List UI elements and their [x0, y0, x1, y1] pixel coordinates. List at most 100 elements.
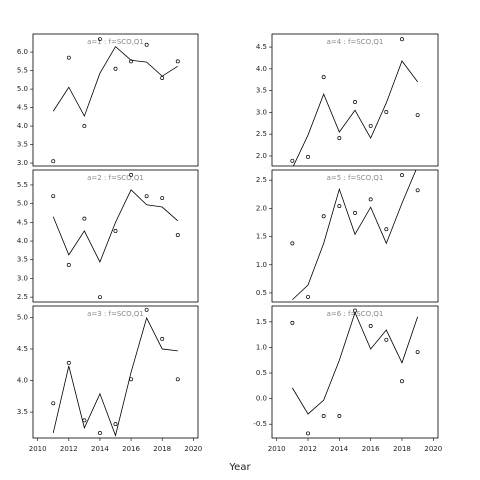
point — [129, 172, 134, 177]
y-tick-label: 2.5 — [256, 176, 267, 184]
y-tick-label: 4.0 — [256, 65, 267, 73]
y-tick-label: 1.0 — [256, 261, 267, 269]
point — [400, 379, 404, 384]
y-tick-label: 6.0 — [17, 48, 28, 56]
y-tick-label: 0.5 — [256, 289, 267, 297]
plot-area — [290, 170, 420, 301]
strip-label: a=3 : f=SCO,Q1 — [87, 310, 144, 318]
point — [175, 233, 180, 238]
y-tick-label: 1.5 — [256, 318, 267, 326]
point — [144, 307, 149, 312]
y-tick-label: 5.5 — [17, 67, 28, 75]
point — [306, 431, 310, 436]
panel-frame — [271, 305, 439, 439]
y-tick-label: 4.0 — [17, 122, 28, 130]
line — [292, 60, 418, 166]
point — [337, 414, 342, 418]
plot-area — [51, 172, 180, 300]
point — [306, 294, 310, 299]
point — [97, 37, 102, 42]
point — [175, 377, 180, 382]
strip-label: a=4 : f=SCO,Q1 — [327, 38, 384, 46]
y-tick-label: 2.0 — [256, 204, 267, 212]
point — [384, 337, 389, 342]
y-tick-label: -0.5 — [253, 420, 267, 428]
point — [290, 158, 295, 163]
point — [144, 194, 149, 199]
y-tick-label: 3.0 — [17, 274, 28, 282]
y-tick-label: 4.0 — [17, 237, 28, 245]
plot-area — [290, 308, 420, 436]
point — [113, 66, 118, 71]
y-tick-label: 1.5 — [256, 233, 267, 241]
x-tick-label: 2012 — [60, 445, 78, 453]
point — [353, 100, 357, 104]
y-tick-label: 3.5 — [256, 87, 267, 95]
point — [368, 324, 373, 328]
x-tick-label: 2016 — [122, 445, 140, 453]
point — [113, 229, 118, 233]
y-tick-label: 3.0 — [256, 108, 267, 116]
point — [144, 42, 149, 47]
strip-label: a=2 : f=SCO,Q1 — [87, 174, 144, 182]
point — [97, 430, 102, 435]
y-tick-label: 1.0 — [256, 343, 267, 351]
point — [160, 336, 165, 341]
y-tick-label: 2.5 — [256, 130, 267, 138]
point — [51, 159, 56, 164]
y-tick-label: 5.0 — [17, 313, 28, 321]
plot-area — [51, 37, 180, 164]
point — [400, 173, 404, 178]
point — [415, 350, 420, 354]
panel-frame — [271, 33, 439, 167]
x-tick-label: 2010 — [29, 445, 47, 453]
y-tick-label: 3.5 — [17, 408, 28, 416]
line — [52, 316, 178, 437]
y-tick-label: 3.0 — [17, 159, 28, 167]
point — [368, 123, 373, 128]
line — [292, 311, 419, 415]
x-tick-label: 2010 — [268, 445, 286, 453]
point — [160, 76, 165, 80]
panel-frame — [32, 305, 199, 439]
point — [368, 197, 373, 202]
point — [337, 204, 342, 209]
point — [113, 422, 118, 427]
point — [97, 295, 102, 300]
y-tick-label: 4.0 — [17, 377, 28, 385]
panel-frame — [32, 33, 199, 167]
x-axis-label: Year — [228, 462, 251, 473]
x-tick-label: 2020 — [184, 445, 202, 453]
point — [66, 360, 71, 365]
line — [292, 170, 417, 301]
x-tick-label: 2012 — [299, 445, 317, 453]
y-tick-label: 2.5 — [17, 293, 28, 301]
point — [384, 227, 389, 232]
y-tick-label: 2.0 — [256, 152, 267, 160]
strip-label: a=5 : f=SCO,Q1 — [327, 174, 384, 182]
y-tick-label: 4.5 — [17, 345, 28, 353]
y-tick-label: 5.0 — [17, 85, 28, 93]
point — [175, 59, 180, 64]
line — [52, 189, 179, 263]
point — [66, 55, 71, 60]
point — [400, 37, 404, 42]
point — [66, 263, 71, 267]
y-tick-label: 0.0 — [256, 395, 267, 403]
point — [290, 241, 295, 246]
point — [353, 210, 357, 215]
x-tick-label: 2016 — [362, 445, 380, 453]
x-tick-label: 2020 — [424, 445, 442, 453]
panel-frame — [32, 169, 199, 303]
point — [337, 136, 342, 141]
point — [160, 196, 165, 200]
strip-label: a=6 : f=SCO,Q1 — [327, 310, 384, 318]
x-tick-label: 2014 — [91, 445, 109, 453]
y-tick-label: 4.5 — [17, 104, 28, 112]
x-tick-label: 2018 — [393, 445, 411, 453]
y-tick-label: 4.5 — [256, 43, 267, 51]
line — [52, 45, 178, 118]
point — [384, 110, 389, 114]
x-tick-label: 2018 — [153, 445, 171, 453]
